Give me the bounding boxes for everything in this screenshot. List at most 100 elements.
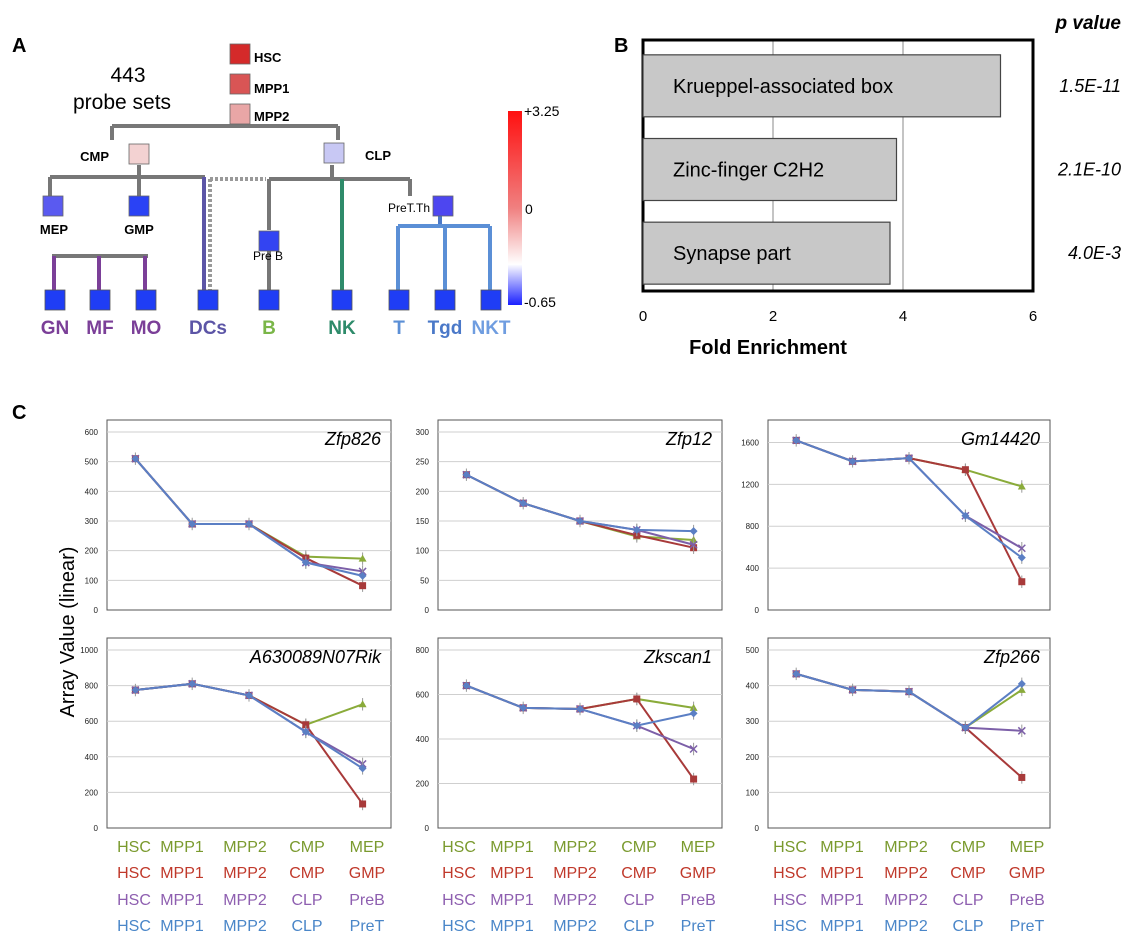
node-label-clp: CLP bbox=[365, 148, 391, 163]
c-ytick-label: 400 bbox=[416, 735, 430, 744]
c-point bbox=[689, 709, 698, 718]
node-label-preb: Pre B bbox=[253, 249, 283, 263]
c-ytick-label: 1200 bbox=[741, 480, 759, 489]
c-stage-label: MPP2 bbox=[884, 865, 928, 882]
c-ytick-label: 0 bbox=[755, 606, 760, 615]
c-gene-name: Zkscan1 bbox=[643, 647, 712, 667]
c-point bbox=[961, 466, 969, 474]
leaf-label-nk: NK bbox=[328, 318, 356, 339]
c-stage-label: CLP bbox=[291, 918, 322, 935]
c-ytick-label: 600 bbox=[416, 691, 430, 700]
c-gene-name: Gm14420 bbox=[961, 429, 1040, 449]
node-cmp bbox=[128, 143, 150, 165]
c-point bbox=[576, 517, 584, 525]
c-ytick-label: 200 bbox=[416, 780, 430, 789]
c-stage-label: MPP1 bbox=[490, 865, 534, 882]
c-ytick-label: 300 bbox=[746, 717, 760, 726]
c-ytick-label: 300 bbox=[416, 428, 430, 437]
c-gene-name: A630089N07Rik bbox=[249, 647, 382, 667]
c-stage-label: GMP bbox=[1009, 865, 1045, 882]
c-point bbox=[131, 686, 140, 695]
c-stage-label: MPP1 bbox=[820, 918, 864, 935]
c-point bbox=[633, 695, 641, 703]
leaf-node-nk bbox=[331, 289, 353, 311]
c-plot-zfp826: 0 100 200 300 400 500 600 Zfp826 bbox=[85, 419, 392, 615]
c-stage-label: MPP1 bbox=[820, 892, 864, 909]
c-stage-label: CMP bbox=[621, 839, 657, 856]
node-label-mpp1: MPP1 bbox=[254, 81, 289, 96]
c-stage-label: MEP bbox=[681, 839, 716, 856]
c-ytick-label: 50 bbox=[420, 576, 429, 585]
c-stage-label: HSC bbox=[773, 918, 807, 935]
c-stage-label: HSC bbox=[773, 839, 807, 856]
c-stage-label: PreB bbox=[1009, 892, 1045, 909]
expression-plots: 0 100 200 300 400 500 600 Zfp826 0 50 100 150 200 250… bbox=[80, 419, 1051, 935]
c-point bbox=[848, 457, 857, 466]
dc-dashed-branch bbox=[208, 177, 266, 290]
c-ytick-label: 250 bbox=[416, 458, 430, 467]
c-stage-label: HSC bbox=[442, 892, 476, 909]
c-point bbox=[1017, 482, 1026, 490]
leaf-node-nkt bbox=[480, 289, 502, 311]
node-pretth bbox=[432, 195, 454, 217]
c-ytick-label: 400 bbox=[85, 753, 99, 762]
c-plot-zkscan1: 0 200 400 600 800 Zkscan1 bbox=[416, 637, 723, 833]
node-label-hsc: HSC bbox=[254, 50, 282, 65]
b-bar bbox=[642, 221, 891, 285]
t-branches bbox=[396, 224, 492, 290]
c-point bbox=[358, 700, 367, 708]
c-ytick-label: 200 bbox=[85, 788, 99, 797]
c-stage-label: PreT bbox=[350, 918, 385, 935]
c-point bbox=[792, 669, 801, 678]
c-ytick-label: 0 bbox=[425, 824, 430, 833]
leaf-label-mf: MF bbox=[86, 318, 113, 339]
c-stage-label: MPP1 bbox=[490, 892, 534, 909]
c-ytick-label: 400 bbox=[85, 487, 99, 496]
c-point bbox=[519, 499, 528, 508]
c-stage-label: CMP bbox=[621, 865, 657, 882]
c-gene-name: Zfp12 bbox=[665, 429, 712, 449]
c-ytick-label: 800 bbox=[746, 522, 760, 531]
c-point bbox=[848, 685, 857, 694]
c-plot-frame bbox=[767, 419, 1051, 611]
leaf-label-t: T bbox=[393, 318, 405, 339]
c-point bbox=[689, 527, 698, 536]
leaf-node-tgd bbox=[434, 289, 456, 311]
c-stage-label: MPP1 bbox=[160, 918, 204, 935]
c-stage-label: MEP bbox=[1010, 839, 1045, 856]
c-stage-label: MPP1 bbox=[820, 865, 864, 882]
c-stage-label: MPP1 bbox=[490, 839, 534, 856]
c-stage-label: MPP2 bbox=[223, 839, 267, 856]
c-point bbox=[131, 454, 140, 463]
c-stage-label: PreT bbox=[1010, 918, 1045, 935]
c-point bbox=[1017, 553, 1026, 562]
c-stage-label: GMP bbox=[680, 865, 716, 882]
leaf-node-mf bbox=[89, 289, 111, 311]
c-point bbox=[359, 582, 367, 590]
c-plot-frame bbox=[106, 419, 392, 611]
c-stage-label: HSC bbox=[117, 892, 151, 909]
c-plot-gm14420: 0 400 800 1200 1600 Gm14420 bbox=[741, 419, 1051, 615]
c-ytick-label: 400 bbox=[746, 564, 760, 573]
c-stage-label: PreT bbox=[681, 918, 716, 935]
c-point bbox=[302, 721, 310, 729]
c-point bbox=[188, 679, 197, 688]
c-stage-label: HSC bbox=[442, 918, 476, 935]
c-point bbox=[1017, 544, 1026, 553]
c-point bbox=[519, 703, 528, 712]
c-point bbox=[961, 511, 970, 520]
leaf-node-b bbox=[258, 289, 280, 311]
node-mep bbox=[42, 195, 64, 217]
node-label-mep: MEP bbox=[40, 222, 69, 237]
c-point bbox=[301, 727, 310, 736]
c-point bbox=[576, 704, 584, 713]
c-stage-label: PreB bbox=[680, 892, 716, 909]
c-point bbox=[462, 470, 471, 479]
leaf-node-t bbox=[388, 289, 410, 311]
b-xtick-label: 6 bbox=[1029, 308, 1037, 325]
c-ytick-label: 800 bbox=[416, 646, 430, 655]
c-point bbox=[358, 554, 367, 562]
node-label-mpp2: MPP2 bbox=[254, 109, 289, 124]
c-stage-label: CLP bbox=[952, 918, 983, 935]
